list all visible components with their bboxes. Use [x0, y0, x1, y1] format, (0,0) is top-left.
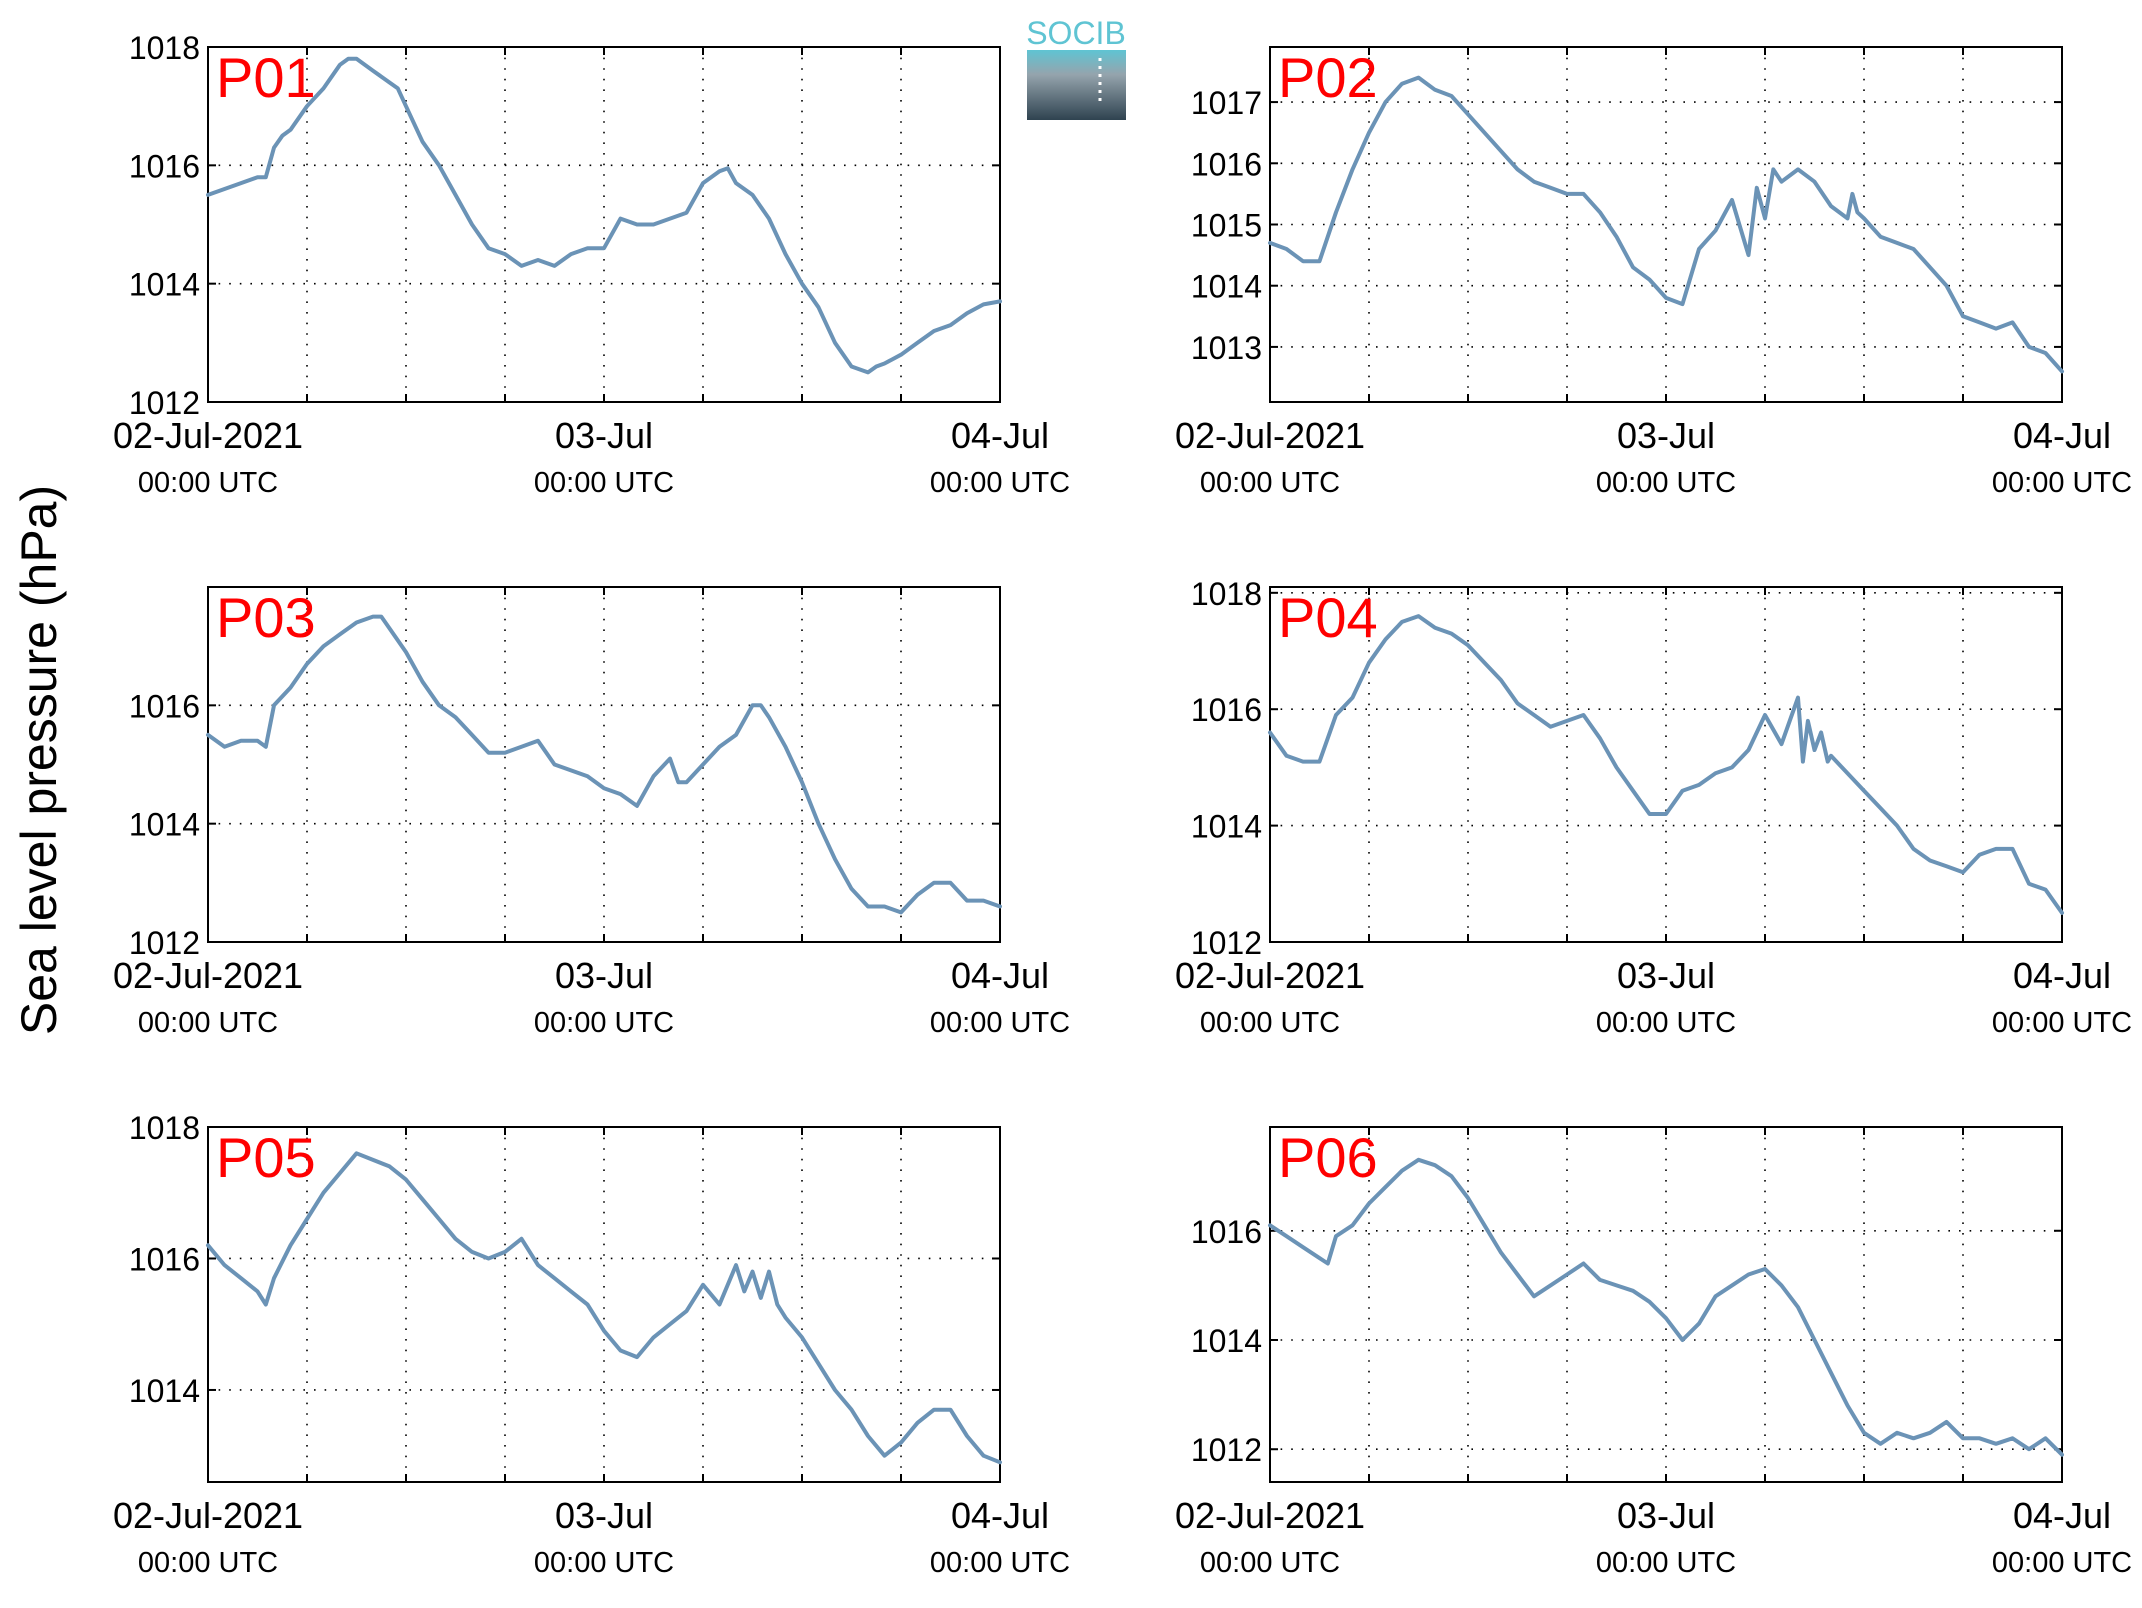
y-tick-label: 1018: [129, 30, 200, 66]
y-tick-label: 1012: [1191, 925, 1262, 961]
socib-logo: SOCIB: [1026, 15, 1126, 120]
x-tick-label-time: 00:00 UTC: [1200, 1547, 1340, 1579]
x-tick-label-time: 00:00 UTC: [138, 1007, 278, 1039]
pressure-series-line: [206, 614, 1002, 915]
x-tick-label-date: 02-Jul-2021: [1175, 955, 1365, 996]
y-tick-label: 1016: [129, 688, 200, 724]
y-tick-label: 1016: [1191, 146, 1262, 182]
pressure-series-line: [206, 1151, 1002, 1465]
x-tick-label-time: 00:00 UTC: [534, 1007, 674, 1039]
panel-p02: 1013 1014 1015 1016 1017 02-Jul-2021 00:00 UTC…: [1175, 46, 2132, 499]
panel-p04: 1012 1014 1016 1018 02-Jul-2021 00:00 UTC 03-J…: [1175, 576, 2132, 1039]
y-tick-label: 1014: [1191, 809, 1262, 845]
y-tick-label: 1016: [129, 1241, 200, 1277]
y-tick-label: 1013: [1191, 330, 1262, 366]
y-tick-label: 1014: [1191, 269, 1262, 305]
x-tick-label-time: 00:00 UTC: [1992, 1007, 2132, 1039]
panel-label: P04: [1278, 586, 1378, 649]
y-tick-label: 1015: [1191, 208, 1262, 244]
x-tick-label-time: 00:00 UTC: [138, 467, 278, 499]
panel-label: P06: [1278, 1126, 1378, 1189]
x-tick-label-time: 00:00 UTC: [1596, 1007, 1736, 1039]
y-tick-label: 1016: [1191, 1214, 1262, 1250]
x-tick-label-date: 03-Jul: [1617, 955, 1715, 996]
panel-label: P01: [216, 46, 316, 109]
y-tick-label: 1012: [129, 925, 200, 961]
x-tick-label-date: 04-Jul: [2013, 1495, 2111, 1536]
y-tick-label: 1014: [129, 1373, 200, 1409]
panel-label: P03: [216, 586, 316, 649]
y-tick-label: 1016: [129, 148, 200, 184]
y-tick-label: 1014: [129, 267, 200, 303]
panel-p03: 1012 1014 1016 02-Jul-2021 00:00 UTC 03-Jul 00…: [113, 586, 1070, 1039]
shared-y-axis-label: Sea level pressure (hPa): [11, 485, 67, 1035]
x-tick-label-date: 03-Jul: [555, 1495, 653, 1536]
y-tick-label: 1014: [129, 807, 200, 843]
x-tick-label-date: 03-Jul: [555, 955, 653, 996]
pressure-series-line: [1268, 75, 2064, 374]
x-tick-label-date: 04-Jul: [2013, 415, 2111, 456]
panel-label: P02: [1278, 46, 1378, 109]
panel-p06: 1012 1014 1016 02-Jul-2021 00:00 UTC 03-Jul 00…: [1175, 1126, 2132, 1579]
y-tick-label: 1018: [1191, 576, 1262, 612]
panel-p01: 1012 1014 1016 1018 02-Jul-2021 00:00 UTC 03-J…: [113, 30, 1070, 499]
panel-p05: 1014 1016 1018 02-Jul-2021 00:00 UTC 03-Jul 00…: [113, 1110, 1070, 1579]
x-tick-label-time: 00:00 UTC: [930, 1007, 1070, 1039]
x-tick-label-time: 00:00 UTC: [534, 1547, 674, 1579]
x-tick-label-date: 04-Jul: [951, 955, 1049, 996]
y-tick-label: 1012: [1191, 1432, 1262, 1468]
y-tick-label: 1012: [129, 385, 200, 421]
y-tick-label: 1018: [129, 1110, 200, 1146]
x-tick-label-date: 02-Jul-2021: [113, 1495, 303, 1536]
x-tick-label-date: 03-Jul: [555, 415, 653, 456]
x-tick-label-date: 03-Jul: [1617, 415, 1715, 456]
x-tick-label-time: 00:00 UTC: [1596, 467, 1736, 499]
x-tick-label-date: 02-Jul-2021: [1175, 1495, 1365, 1536]
x-tick-label-date: 04-Jul: [951, 1495, 1049, 1536]
x-tick-label-date: 04-Jul: [951, 415, 1049, 456]
x-tick-label-time: 00:00 UTC: [1992, 467, 2132, 499]
x-tick-label-time: 00:00 UTC: [138, 1547, 278, 1579]
y-tick-label: 1016: [1191, 692, 1262, 728]
x-tick-label-date: 02-Jul-2021: [1175, 415, 1365, 456]
y-tick-label: 1014: [1191, 1323, 1262, 1359]
x-tick-label-date: 03-Jul: [1617, 1495, 1715, 1536]
y-tick-label: 1017: [1191, 85, 1262, 121]
x-tick-label-date: 02-Jul-2021: [113, 955, 303, 996]
x-tick-label-time: 00:00 UTC: [1200, 467, 1340, 499]
pressure-series-line: [1268, 1157, 2064, 1457]
x-tick-label-time: 00:00 UTC: [1200, 1007, 1340, 1039]
socib-logo-block: [1027, 50, 1126, 120]
x-tick-label-time: 00:00 UTC: [930, 1547, 1070, 1579]
x-tick-label-date: 02-Jul-2021: [113, 415, 303, 456]
pressure-series-line: [206, 56, 1002, 375]
x-tick-label-time: 00:00 UTC: [1992, 1547, 2132, 1579]
socib-logo-text: SOCIB: [1026, 15, 1126, 51]
x-tick-label-time: 00:00 UTC: [930, 467, 1070, 499]
x-tick-label-time: 00:00 UTC: [534, 467, 674, 499]
pressure-series-line: [1268, 614, 2064, 915]
x-tick-label-time: 00:00 UTC: [1596, 1547, 1736, 1579]
x-tick-label-date: 04-Jul: [2013, 955, 2111, 996]
panel-label: P05: [216, 1126, 316, 1189]
